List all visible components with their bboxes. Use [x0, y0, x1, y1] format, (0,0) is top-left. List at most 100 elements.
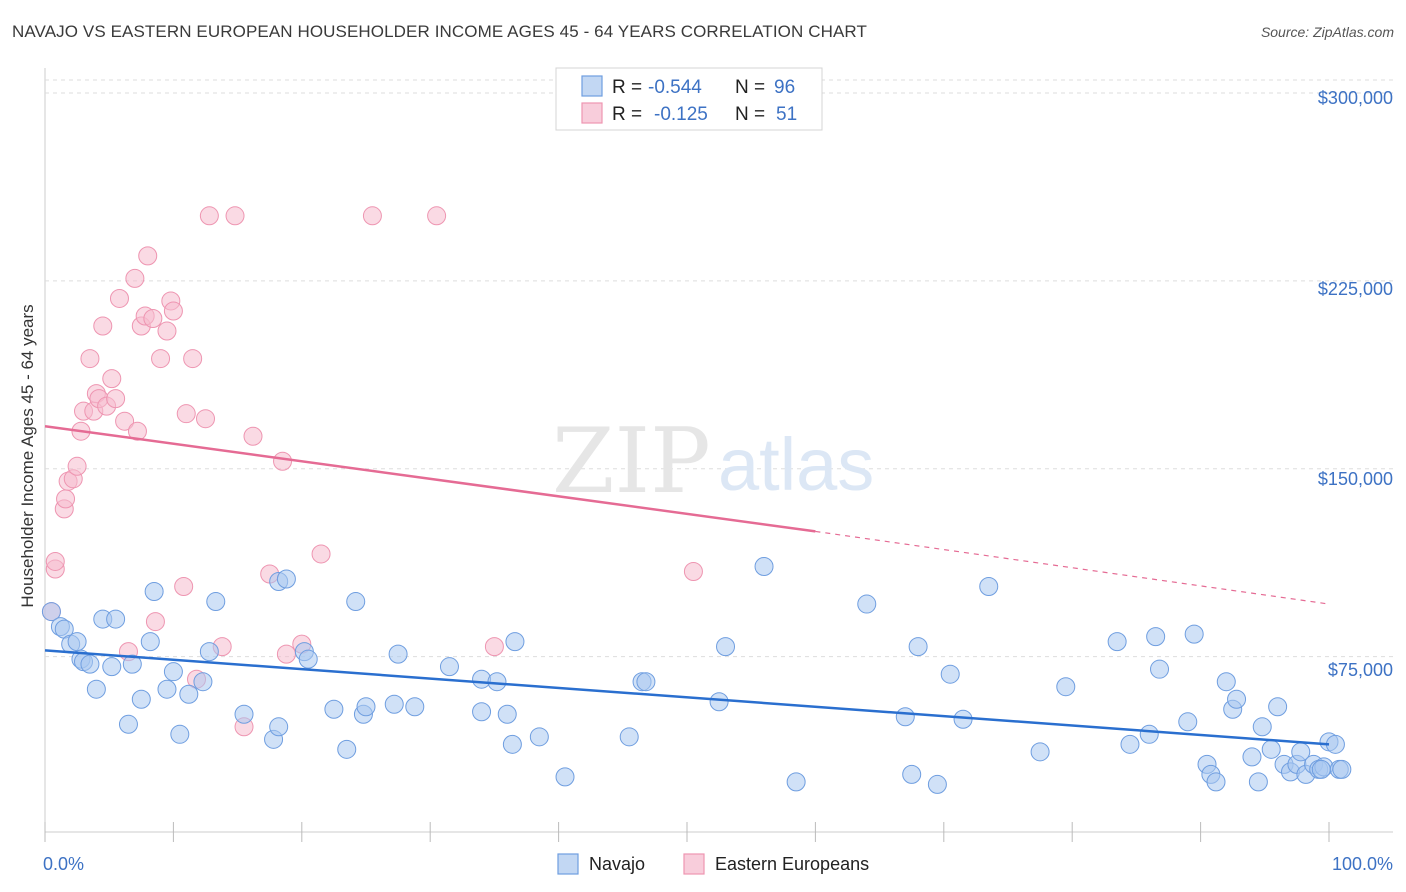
eastern-point: [157, 321, 177, 341]
eastern-point: [143, 308, 163, 328]
legend-n-label: N =: [735, 104, 765, 125]
bottom-legend: Navajo Eastern Europeans: [557, 853, 869, 875]
eastern-point: [196, 409, 215, 429]
grid-lines: [45, 79, 1393, 658]
watermark-atlas: atlas: [718, 423, 874, 506]
navajo-point: [199, 642, 219, 662]
navajo-point: [131, 689, 151, 709]
chart-title: NAVAJO VS EASTERN EUROPEAN HOUSEHOLDER I…: [12, 22, 867, 41]
navajo-point: [384, 694, 404, 714]
navajo-point: [1268, 697, 1288, 717]
y-tick-label: $150,000: [1318, 469, 1393, 489]
navajo-point: [439, 657, 459, 677]
y-tick-label: $225,000: [1318, 279, 1393, 299]
navajo-points: [41, 556, 1352, 794]
navajo-point: [902, 764, 922, 784]
navajo-point: [346, 592, 366, 612]
legend-swatch-eastern: [581, 102, 603, 124]
navajo-point: [193, 672, 213, 692]
navajo-point: [67, 632, 87, 652]
navajo-point: [502, 734, 522, 754]
eastern-point: [427, 206, 447, 226]
navajo-point: [979, 577, 999, 597]
eastern-point: [106, 389, 126, 409]
navajo-point: [388, 644, 408, 664]
navajo-point: [505, 632, 525, 652]
navajo-point: [555, 767, 575, 787]
navajo-point: [80, 654, 100, 674]
navajo-point: [1227, 689, 1247, 709]
navajo-point: [895, 707, 915, 727]
eastern-point: [362, 206, 382, 226]
navajo-point: [1030, 742, 1050, 762]
navajo-point: [163, 662, 183, 682]
eastern-point: [145, 612, 165, 632]
navajo-point: [1056, 677, 1076, 697]
navajo-point: [1248, 772, 1268, 792]
navajo-point: [356, 697, 376, 717]
navajo-point: [102, 657, 122, 677]
eastern-point: [125, 268, 145, 288]
eastern-point: [484, 637, 504, 657]
navajo-point: [1146, 627, 1166, 647]
legend-n-label: N =: [735, 77, 765, 98]
navajo-point: [1120, 734, 1140, 754]
eastern-point: [276, 644, 296, 664]
navajo-point: [1216, 672, 1236, 692]
source-note: Source: ZipAtlas.com: [1260, 24, 1394, 40]
navajo-point: [1332, 759, 1352, 779]
eastern-point: [127, 421, 147, 441]
eastern-point: [311, 544, 331, 564]
navajo-point: [206, 592, 226, 612]
navajo-point: [118, 714, 138, 734]
legend-eastern-r: -0.125: [654, 104, 708, 125]
navajo-point: [927, 774, 947, 794]
x-tick-marks: [44, 822, 1330, 842]
x-tick-label-max: 100.0%: [1332, 854, 1393, 874]
eastern-point: [115, 411, 135, 431]
eastern-point: [183, 349, 203, 369]
navajo-point: [529, 727, 549, 747]
x-tick-label-min: 0.0%: [43, 854, 84, 874]
bottom-legend-navajo: Navajo: [589, 854, 645, 874]
eastern-point: [174, 577, 194, 597]
legend-navajo-r: -0.544: [648, 77, 702, 98]
eastern-point: [151, 349, 171, 369]
eastern-point: [56, 489, 76, 509]
watermark-zip: ZIP: [552, 409, 711, 514]
navajo-point: [857, 594, 877, 614]
navajo-point: [1325, 734, 1345, 754]
eastern-trend-line: [44, 424, 816, 533]
navajo-point: [940, 664, 960, 684]
eastern-point: [138, 246, 158, 266]
eastern-point: [163, 301, 183, 321]
bottom-legend-swatch-navajo: [557, 853, 579, 875]
navajo-point: [298, 649, 318, 669]
legend-eastern-n: 51: [776, 104, 797, 125]
navajo-point: [1242, 747, 1262, 767]
navajo-point: [122, 654, 142, 674]
legend-box: R = -0.544 N = 96 R = -0.125 N = 51: [555, 67, 823, 131]
navajo-point: [170, 724, 190, 744]
y-tick-label: $75,000: [1328, 660, 1393, 680]
navajo-point: [179, 684, 199, 704]
navajo-trend-line: [44, 649, 1330, 746]
navajo-point: [276, 569, 296, 589]
bottom-legend-swatch-eastern: [683, 853, 705, 875]
eastern-point: [109, 288, 129, 308]
legend-r-label: R =: [612, 77, 642, 98]
navajo-point: [106, 609, 126, 629]
navajo-point: [86, 679, 106, 699]
y-tick-label: $300,000: [1318, 88, 1393, 108]
navajo-point: [1311, 759, 1331, 779]
navajo-point: [324, 699, 344, 719]
eastern-point: [199, 206, 219, 226]
eastern-point: [80, 349, 100, 369]
navajo-point: [337, 739, 357, 759]
eastern-point: [67, 456, 87, 476]
navajo-point: [953, 709, 973, 729]
navajo-point: [754, 556, 774, 576]
navajo-point: [140, 632, 160, 652]
eastern-point: [45, 551, 65, 571]
